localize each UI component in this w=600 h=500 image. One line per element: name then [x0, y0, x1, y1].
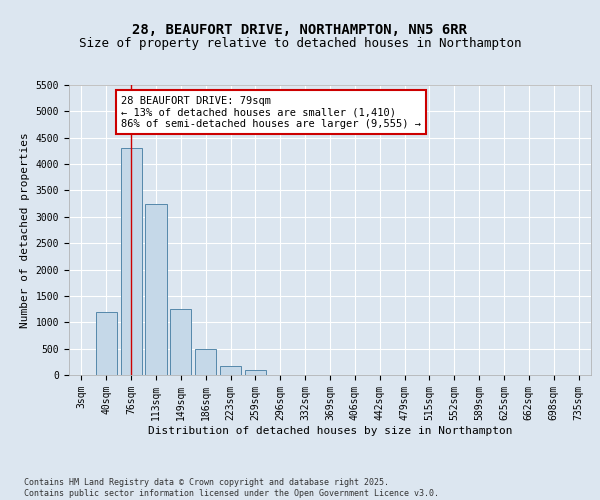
Bar	[245, 370, 266, 375]
Text: 28 BEAUFORT DRIVE: 79sqm
← 13% of detached houses are smaller (1,410)
86% of sem: 28 BEAUFORT DRIVE: 79sqm ← 13% of detach…	[121, 96, 421, 128]
Bar	[220, 366, 241, 375]
Text: Size of property relative to detached houses in Northampton: Size of property relative to detached ho…	[79, 38, 521, 51]
Text: Contains HM Land Registry data © Crown copyright and database right 2025.
Contai: Contains HM Land Registry data © Crown c…	[24, 478, 439, 498]
Bar	[195, 348, 216, 375]
X-axis label: Distribution of detached houses by size in Northampton: Distribution of detached houses by size …	[148, 426, 512, 436]
Y-axis label: Number of detached properties: Number of detached properties	[20, 132, 30, 328]
Bar	[96, 312, 117, 375]
Bar	[170, 309, 191, 375]
Bar	[145, 204, 167, 375]
Bar	[121, 148, 142, 375]
Text: 28, BEAUFORT DRIVE, NORTHAMPTON, NN5 6RR: 28, BEAUFORT DRIVE, NORTHAMPTON, NN5 6RR	[133, 22, 467, 36]
